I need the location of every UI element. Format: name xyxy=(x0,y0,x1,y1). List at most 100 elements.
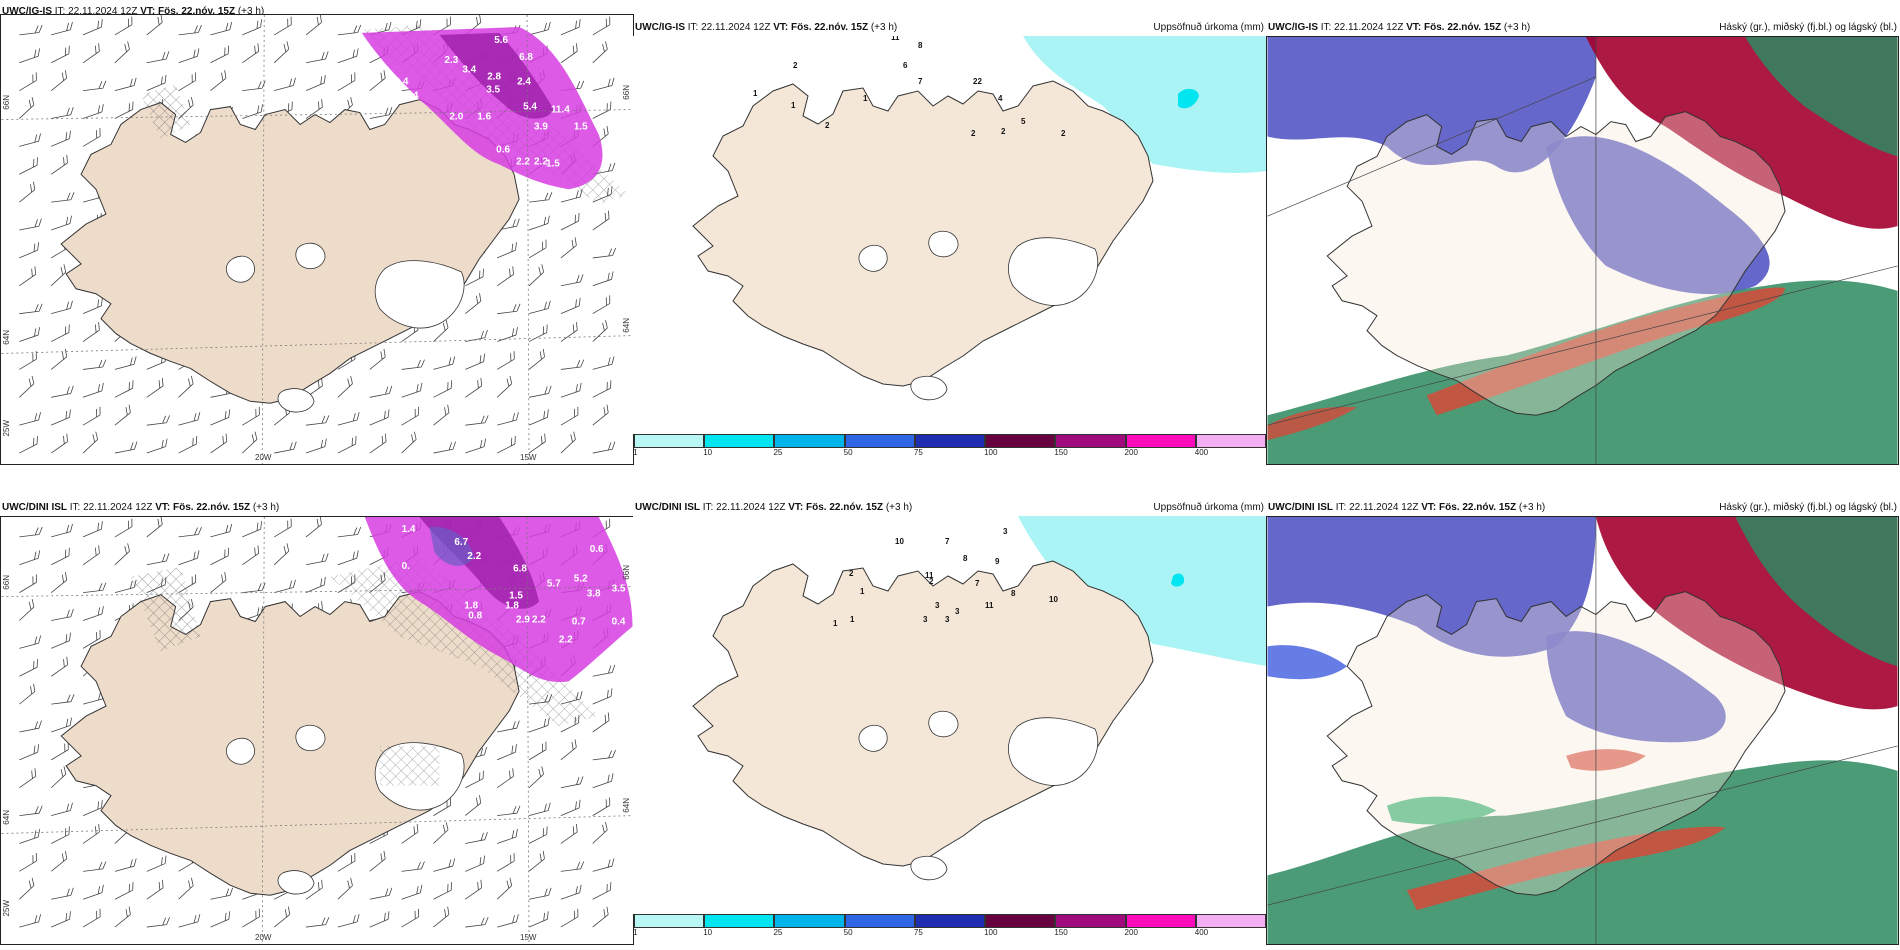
wind-barb xyxy=(528,215,550,231)
precip-value-label: 2 xyxy=(825,121,830,130)
wind-barb xyxy=(592,101,612,119)
wind-barb xyxy=(51,300,73,315)
wind-barb xyxy=(433,858,456,872)
wind-barb xyxy=(369,385,393,398)
wind-barb xyxy=(178,914,201,928)
wind-barb xyxy=(242,406,260,426)
iceland-land xyxy=(60,99,520,404)
wind-barb xyxy=(497,829,518,844)
wind-barb xyxy=(401,824,419,844)
colorbar-swatch xyxy=(844,434,915,448)
panel-title: Uppsöfnuð úrkoma (mm) xyxy=(1153,22,1264,33)
precip-value-label: 8 xyxy=(1011,589,1016,598)
wind-barb xyxy=(401,861,425,872)
wind-barb xyxy=(337,375,353,398)
wind-barb xyxy=(305,15,322,36)
wind-value-label: 5.7 xyxy=(547,579,561,590)
wind-value-label: 6.8 xyxy=(513,564,527,575)
wind-barb xyxy=(337,435,357,454)
wind-value-label: 1.5 xyxy=(546,158,560,169)
colorbar-swatch xyxy=(1055,434,1126,448)
glacier-myrdalsjokull xyxy=(277,870,315,895)
precip-value-label: 1 xyxy=(753,89,758,98)
glacier-hofsjokull xyxy=(928,230,959,258)
init-time: IT: 22.11.2024 12Z xyxy=(69,502,153,513)
valid-label: VT: xyxy=(1421,502,1437,513)
wind-barb xyxy=(560,884,582,900)
wind-barb xyxy=(528,264,545,287)
wind-barb xyxy=(210,911,231,928)
axis-label: 64N xyxy=(622,798,631,813)
precip-colorbar: 1 10 25 50 75 100 150 200 400 xyxy=(633,434,1266,457)
wind-barb xyxy=(50,850,68,872)
wind-barb xyxy=(560,297,581,315)
wind-barb xyxy=(560,776,584,789)
wind-barb xyxy=(146,553,170,566)
wind-map-frame: 1.4 6.7 2.2 0. 6.8 0.6 5.7 5.2 3.8 3.5 1.5 1.8 1.8 0.… xyxy=(0,516,634,945)
glacier-hofsjokull xyxy=(928,710,959,738)
wind-barb xyxy=(560,908,579,928)
precip-map-frame: 10 7 3 11 9 8 11 8 10 7 3 3 3 3 2 2 1 1 1 xyxy=(633,516,1267,914)
wind-barb xyxy=(592,404,609,426)
glacier-myrdalsjokull xyxy=(910,375,948,401)
precip-value-label: 10 xyxy=(895,537,904,546)
wind-barb xyxy=(273,41,290,64)
wind-barb xyxy=(178,72,197,92)
white-gap xyxy=(1267,203,1387,290)
wind-barb xyxy=(51,130,71,147)
wind-barb xyxy=(273,906,291,928)
panel-title: Háský (gr.), miðský (fj.bl.) og lágský (… xyxy=(1719,502,1897,513)
precip-value-label: 11 xyxy=(891,36,900,42)
wind-barb xyxy=(114,906,131,928)
high-cloud-area xyxy=(1267,280,1898,464)
wind-barb xyxy=(560,19,581,36)
wind-values: 5.6 6.8 2.3 3.4 3.5 2.8 2.4 0.4 0.4 2.0 1.6 5.4 11.4… xyxy=(395,35,627,169)
lead-time: (+3 h) xyxy=(1518,502,1546,513)
colorbar-tick: 150 xyxy=(1054,448,1068,457)
wind-barb xyxy=(528,300,551,315)
wind-barb xyxy=(369,887,393,900)
wind-barb xyxy=(242,521,263,538)
wind-value-label: 2.8 xyxy=(487,72,501,83)
model-name: UWC/DINI ISL xyxy=(635,502,700,513)
wind-barb xyxy=(50,70,68,91)
wind-panel-row1: UWC/IG-IS IT: 22.11.2024 12Z VT: Fös. 22… xyxy=(0,0,634,465)
wind-barb xyxy=(497,805,521,816)
wind-barb xyxy=(51,911,71,928)
colorbar-swatch xyxy=(1195,434,1266,448)
wind-barb xyxy=(465,917,489,928)
wind-barb xyxy=(50,154,68,175)
wind-barb xyxy=(465,831,488,844)
wind-barb xyxy=(592,41,608,64)
cloud-panel-row1: UWC/IG-IS IT: 22.11.2024 12Z VT: Fös. 22… xyxy=(1266,0,1900,465)
wind-barb xyxy=(50,766,67,789)
wind-barb xyxy=(337,914,360,928)
low-cloud-band xyxy=(1267,406,1358,441)
valid-time: Fös. 22.nóv. 15Z xyxy=(1424,22,1502,33)
precip-value-label: 6 xyxy=(903,61,908,70)
wind-barb xyxy=(528,850,545,872)
wind-barb xyxy=(146,415,170,426)
colorbar-swatch xyxy=(774,434,845,448)
axis-label: 66N xyxy=(2,95,11,110)
wind-barb xyxy=(51,694,75,705)
wind-barb xyxy=(82,382,104,398)
wind-barb xyxy=(337,526,362,538)
colorbar-swatch xyxy=(704,914,775,928)
lead-time: (+3 h) xyxy=(885,502,913,513)
wind-barb xyxy=(178,550,200,566)
wind-barb xyxy=(210,523,233,538)
wind-barb xyxy=(82,43,100,64)
wind-barb xyxy=(83,861,107,872)
colorbar-swatch xyxy=(1125,434,1196,448)
wind-barb xyxy=(51,547,70,566)
mid-cloud-area xyxy=(1267,517,1596,657)
axis-label: 66N xyxy=(2,575,11,590)
wind-value-label: 1.6 xyxy=(477,112,491,123)
wind-value-label: 1.8 xyxy=(505,601,519,612)
iceland-land xyxy=(1326,111,1786,416)
init-time: IT: 22.11.2024 12Z xyxy=(702,502,786,513)
axis-label: 15W xyxy=(520,933,537,942)
valid-label: VT: xyxy=(140,6,156,17)
